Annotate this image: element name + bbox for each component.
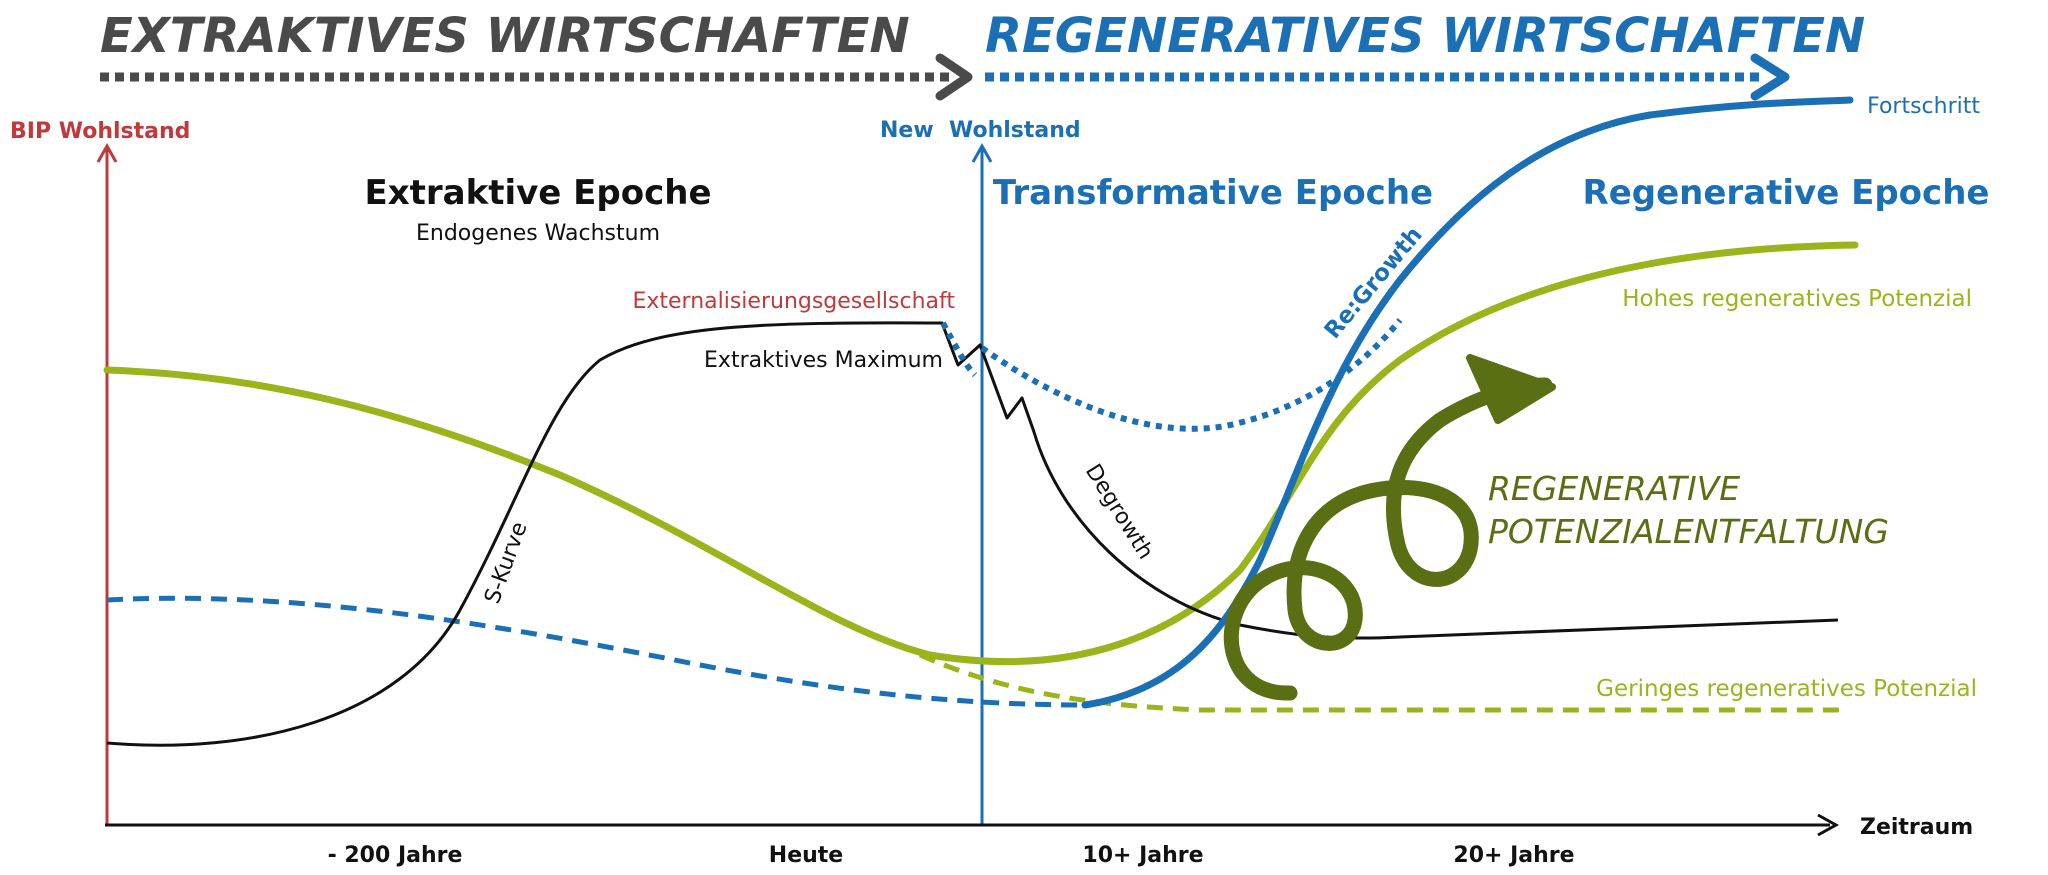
hohes-potenzial-label: Hohes regeneratives Potenzial [1622, 286, 1972, 312]
banner-right-arrowhead [1750, 53, 1790, 101]
y-axis-center-arrowhead [971, 142, 993, 163]
green-main-curve [103, 241, 1859, 665]
degrowth-label: Degrowth [1080, 460, 1158, 564]
tick-label-20-jahre: 20+ Jahre [1453, 843, 1574, 868]
regenerative-epoche-title: Regenerative Epoche [1583, 173, 1990, 213]
banner-left-arrowhead [935, 53, 973, 101]
spiral-path [1224, 377, 1553, 701]
blue-dotted-dip-curve [940, 318, 1403, 432]
banner: EXTRAKTIVES WIRTSCHAFTEN REGENERATIVES W… [100, 8, 1865, 101]
s-kurve-label: S-Kurve [480, 519, 532, 607]
fortschritt-label: Fortschritt [1867, 94, 1980, 119]
y-axis-left-label: BIP Wohlstand [10, 119, 190, 144]
transformative-epoche-title: Transformative Epoche [993, 173, 1433, 213]
banner-right-title: REGENERATIVES WIRTSCHAFTEN [985, 8, 1865, 64]
extraktive-epoche-subtitle: Endogenes Wachstum [416, 221, 660, 246]
axes: BIP Wohlstand New Wohlstand Zeitraum - 2… [10, 118, 1973, 868]
y-axis-center-label: New Wohlstand [880, 118, 1081, 143]
tick-label-200-jahre: - 200 Jahre [328, 843, 463, 868]
extraktive-epoche-title: Extraktive Epoche [364, 173, 711, 213]
y-axis-left-arrowhead [96, 142, 118, 163]
regenerative-label-line1: REGENERATIVE [1488, 469, 1740, 508]
extraktives-maximum-label: Extraktives Maximum [704, 348, 943, 373]
x-axis-arrowhead [1817, 813, 1840, 837]
externalisierung-label: Externalisierungsgesellschaft [632, 289, 955, 314]
spiral-arrowhead [1466, 354, 1556, 424]
tick-label-10-jahre: 10+ Jahre [1082, 843, 1203, 868]
tick-label-heute: Heute [769, 843, 843, 868]
banner-left-title: EXTRAKTIVES WIRTSCHAFTEN [100, 8, 910, 64]
regrowth-label: Re:Growth [1320, 222, 1428, 344]
x-axis-label: Zeitraum [1860, 815, 1973, 840]
epoch-titles: Extraktive Epoche Endogenes Wachstum Tra… [364, 173, 1989, 246]
spiral-arrow [1224, 354, 1556, 701]
blue-dashed-baseline-curve [106, 595, 1086, 708]
green-dashed-low-potential-curve [918, 652, 1845, 713]
regenerative-label-line2: POTENZIALENTFALTUNG [1488, 512, 1889, 551]
geringes-potenzial-label: Geringes regeneratives Potenzial [1596, 676, 1977, 702]
